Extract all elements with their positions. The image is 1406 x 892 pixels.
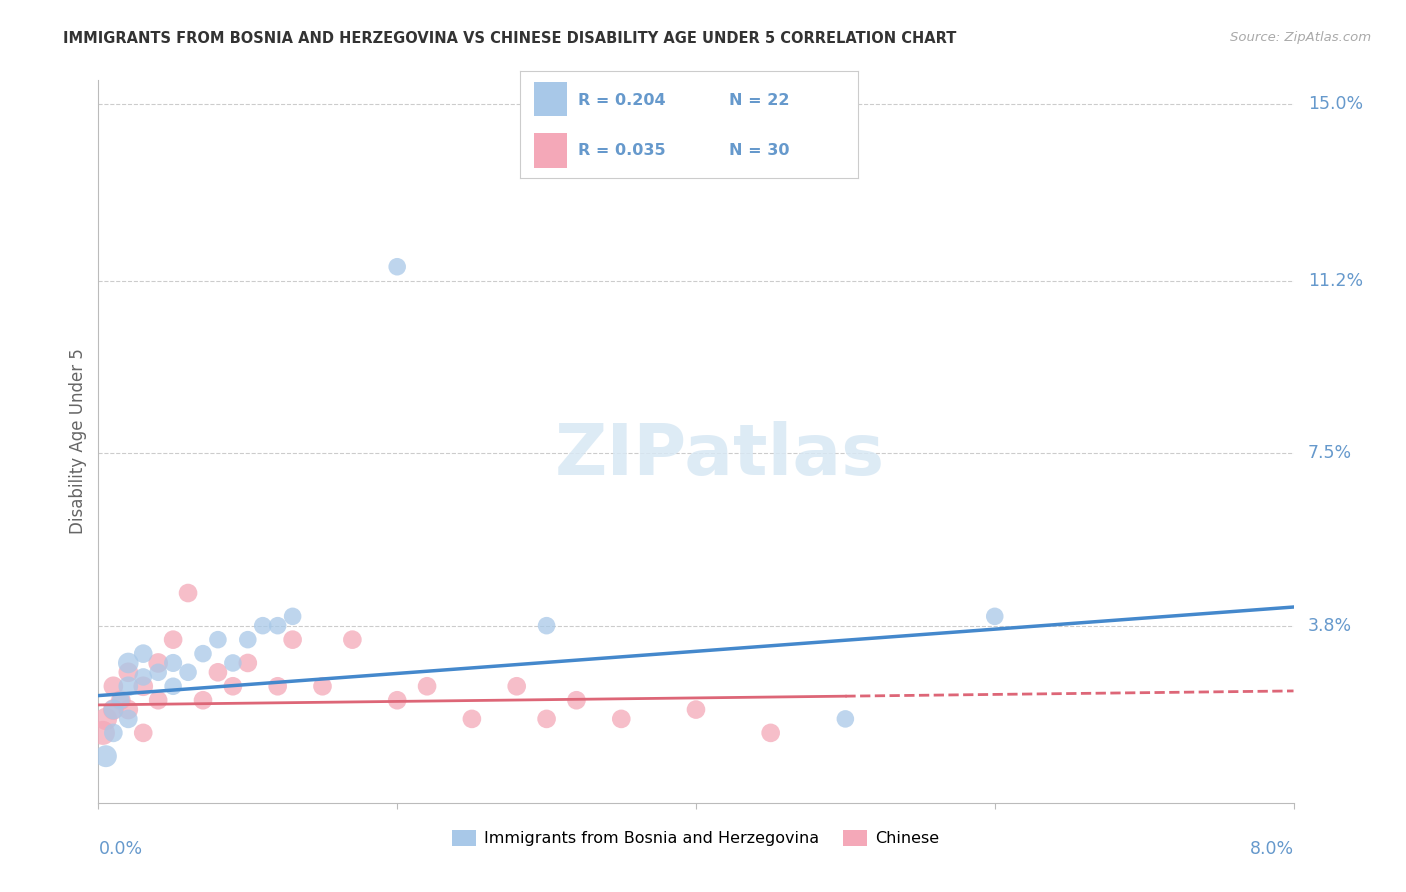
- Point: [162, 632, 184, 647]
- Point: [191, 647, 214, 661]
- Text: R = 0.035: R = 0.035: [578, 143, 665, 158]
- Point: [110, 693, 132, 707]
- Text: 3.8%: 3.8%: [1308, 616, 1353, 635]
- Text: 15.0%: 15.0%: [1308, 95, 1362, 112]
- Point: [132, 679, 155, 693]
- Point: [834, 712, 856, 726]
- Point: [236, 656, 259, 670]
- Bar: [534, 82, 568, 116]
- Point: [117, 702, 139, 716]
- Point: [148, 656, 170, 670]
- Point: [281, 632, 304, 647]
- Point: [103, 702, 125, 716]
- Point: [685, 702, 707, 716]
- Point: [132, 647, 155, 661]
- Legend: Immigrants from Bosnia and Herzegovina, Chinese: Immigrants from Bosnia and Herzegovina, …: [446, 823, 946, 853]
- Point: [222, 656, 245, 670]
- Bar: [534, 134, 568, 168]
- Text: R = 0.204: R = 0.204: [578, 93, 665, 108]
- Point: [132, 726, 155, 740]
- Point: [117, 712, 139, 726]
- Point: [536, 712, 558, 726]
- Point: [207, 665, 229, 680]
- Point: [281, 609, 304, 624]
- Y-axis label: Disability Age Under 5: Disability Age Under 5: [69, 349, 87, 534]
- Point: [177, 586, 200, 600]
- Text: ZIPatlas: ZIPatlas: [555, 422, 884, 491]
- Text: Source: ZipAtlas.com: Source: ZipAtlas.com: [1230, 31, 1371, 45]
- Point: [162, 656, 184, 670]
- Point: [91, 726, 114, 740]
- Point: [252, 618, 274, 632]
- Point: [222, 679, 245, 693]
- Text: 11.2%: 11.2%: [1308, 272, 1362, 290]
- Point: [94, 749, 117, 764]
- Point: [506, 679, 529, 693]
- Point: [132, 670, 155, 684]
- Point: [177, 665, 200, 680]
- Point: [267, 618, 290, 632]
- Point: [342, 632, 364, 647]
- Point: [536, 618, 558, 632]
- Text: 0.0%: 0.0%: [98, 840, 142, 858]
- Point: [461, 712, 484, 726]
- Point: [984, 609, 1007, 624]
- Point: [103, 702, 125, 716]
- Point: [117, 656, 139, 670]
- Point: [565, 693, 588, 707]
- Point: [191, 693, 214, 707]
- Text: N = 22: N = 22: [730, 93, 790, 108]
- Point: [148, 665, 170, 680]
- Text: IMMIGRANTS FROM BOSNIA AND HERZEGOVINA VS CHINESE DISABILITY AGE UNDER 5 CORRELA: IMMIGRANTS FROM BOSNIA AND HERZEGOVINA V…: [63, 31, 956, 46]
- Point: [162, 679, 184, 693]
- Point: [103, 726, 125, 740]
- Point: [385, 260, 409, 274]
- Point: [94, 712, 117, 726]
- Point: [759, 726, 782, 740]
- Point: [267, 679, 290, 693]
- Point: [110, 693, 132, 707]
- Point: [103, 679, 125, 693]
- Text: 8.0%: 8.0%: [1250, 840, 1294, 858]
- Point: [416, 679, 439, 693]
- Point: [207, 632, 229, 647]
- Point: [311, 679, 333, 693]
- Point: [148, 693, 170, 707]
- Point: [117, 665, 139, 680]
- Text: 7.5%: 7.5%: [1308, 444, 1353, 462]
- Point: [236, 632, 259, 647]
- Point: [117, 679, 139, 693]
- Point: [385, 693, 409, 707]
- Point: [610, 712, 633, 726]
- Text: N = 30: N = 30: [730, 143, 790, 158]
